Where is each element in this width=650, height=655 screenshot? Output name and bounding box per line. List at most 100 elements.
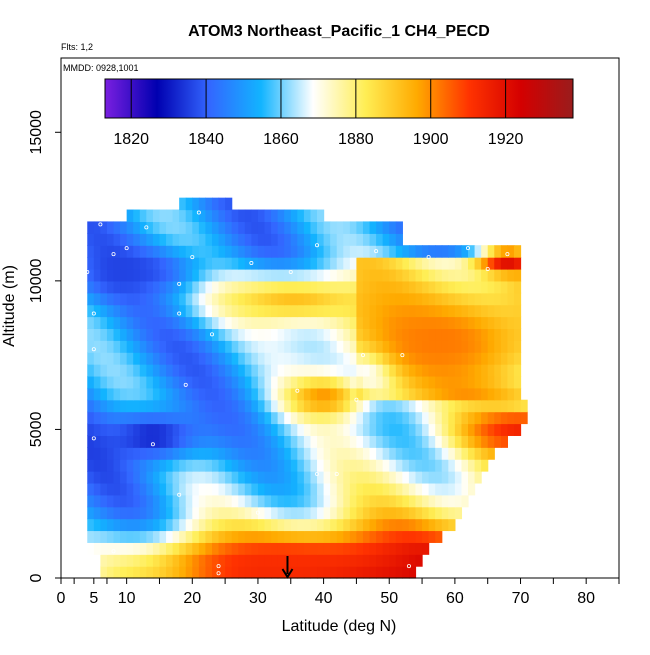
heatmap-cell	[395, 494, 403, 508]
heatmap-cell	[481, 459, 489, 472]
heatmap-cell	[389, 316, 397, 329]
heatmap-cell	[106, 542, 115, 555]
heatmap-cell	[192, 435, 200, 448]
heatmap-cell	[271, 375, 279, 389]
heatmap-cell	[264, 304, 272, 318]
heatmap-cell	[257, 459, 266, 472]
heatmap-cell	[349, 482, 358, 496]
heatmap-cell	[513, 245, 522, 258]
heatmap-cell	[225, 459, 233, 472]
heatmap-cell	[211, 233, 220, 246]
heatmap-cell	[468, 423, 476, 436]
heatmap-cell	[152, 209, 161, 223]
heatmap-cell	[172, 494, 180, 508]
heatmap-cell	[139, 471, 147, 484]
heatmap-cell	[513, 423, 522, 436]
heatmap-cell	[389, 447, 397, 460]
heatmap-cell	[205, 387, 213, 401]
heatmap-cell	[382, 364, 390, 377]
heatmap-cell	[323, 518, 331, 532]
heatmap-cell	[100, 530, 108, 543]
heatmap-cell	[100, 411, 108, 425]
heatmap-cell	[271, 245, 279, 258]
heatmap-cell	[251, 352, 259, 365]
heatmap-cell	[251, 340, 259, 353]
heatmap-cell	[310, 352, 318, 365]
heatmap-cell	[448, 506, 456, 520]
heatmap-cell	[120, 566, 128, 579]
heatmap-cell	[428, 494, 436, 508]
heatmap-cell	[343, 328, 351, 341]
heatmap-cell	[356, 435, 364, 448]
heatmap-cell	[205, 221, 213, 234]
heatmap-cell	[100, 506, 108, 520]
heatmap-cell	[120, 233, 128, 246]
heatmap-cell	[126, 292, 134, 306]
heatmap-cell	[93, 423, 101, 436]
heatmap-cell	[152, 506, 161, 520]
heatmap-cell	[152, 423, 161, 436]
heatmap-cell	[349, 435, 358, 448]
heatmap-cell	[336, 518, 344, 532]
heatmap-cell	[251, 268, 259, 282]
heatmap-cell	[100, 268, 108, 282]
heatmap-cell	[468, 459, 476, 472]
heatmap-cell	[120, 399, 128, 413]
heatmap-cell	[336, 352, 344, 365]
heatmap-cell	[126, 304, 134, 318]
heatmap-cell	[225, 447, 233, 460]
heatmap-cell	[100, 554, 108, 567]
heatmap-cell	[323, 542, 331, 555]
heatmap-cell	[317, 482, 325, 496]
heatmap-cell	[369, 328, 377, 341]
sample-point	[177, 492, 182, 497]
heatmap-cell	[487, 268, 495, 282]
heatmap-cell	[192, 328, 200, 341]
heatmap-cell	[271, 411, 279, 425]
heatmap-cell	[257, 245, 266, 258]
heatmap-cell	[349, 423, 358, 436]
heatmap-cell	[513, 292, 522, 306]
heatmap-cell	[382, 399, 390, 413]
heatmap-cell	[106, 506, 115, 520]
heatmap-cell	[93, 364, 101, 377]
heatmap-cell	[192, 411, 200, 425]
heatmap-cell	[356, 423, 364, 436]
heatmap-cell	[428, 411, 436, 425]
heatmap-cell	[395, 352, 403, 365]
heatmap-cell	[93, 268, 101, 282]
heatmap-cell	[395, 530, 403, 543]
heatmap-cell	[297, 518, 305, 532]
heatmap-cell	[448, 423, 456, 436]
heatmap-cell	[166, 530, 174, 543]
heatmap-cell	[120, 494, 128, 508]
heatmap-cell	[277, 554, 285, 567]
heatmap-cell	[100, 494, 108, 508]
heatmap-cell	[317, 494, 325, 508]
heatmap-cell	[166, 518, 174, 532]
heatmap-cell	[376, 257, 384, 270]
heatmap-cell	[166, 304, 174, 318]
heatmap-cell	[513, 352, 522, 365]
heatmap-cell	[146, 494, 154, 508]
heatmap-cell	[211, 435, 220, 448]
heatmap-cell	[257, 518, 266, 532]
heatmap-cell	[192, 233, 200, 246]
heatmap-cell	[238, 316, 246, 329]
colorbar-tick-label: 1860	[263, 131, 299, 148]
heatmap-cell	[271, 482, 279, 496]
heatmap-cell	[435, 375, 443, 389]
heatmap-cell	[487, 352, 495, 365]
heatmap-cell	[133, 375, 141, 389]
heatmap-cell	[448, 268, 456, 282]
heatmap-cell	[264, 352, 272, 365]
heatmap-cell	[435, 352, 443, 365]
heatmap-cell	[198, 494, 207, 508]
heatmap-cell	[310, 494, 318, 508]
heatmap-cell	[238, 245, 246, 258]
sample-point	[426, 255, 431, 260]
heatmap-cell	[264, 387, 272, 401]
heatmap-cell	[120, 328, 128, 341]
heatmap-cell	[264, 280, 272, 294]
heatmap-cell	[271, 506, 279, 520]
